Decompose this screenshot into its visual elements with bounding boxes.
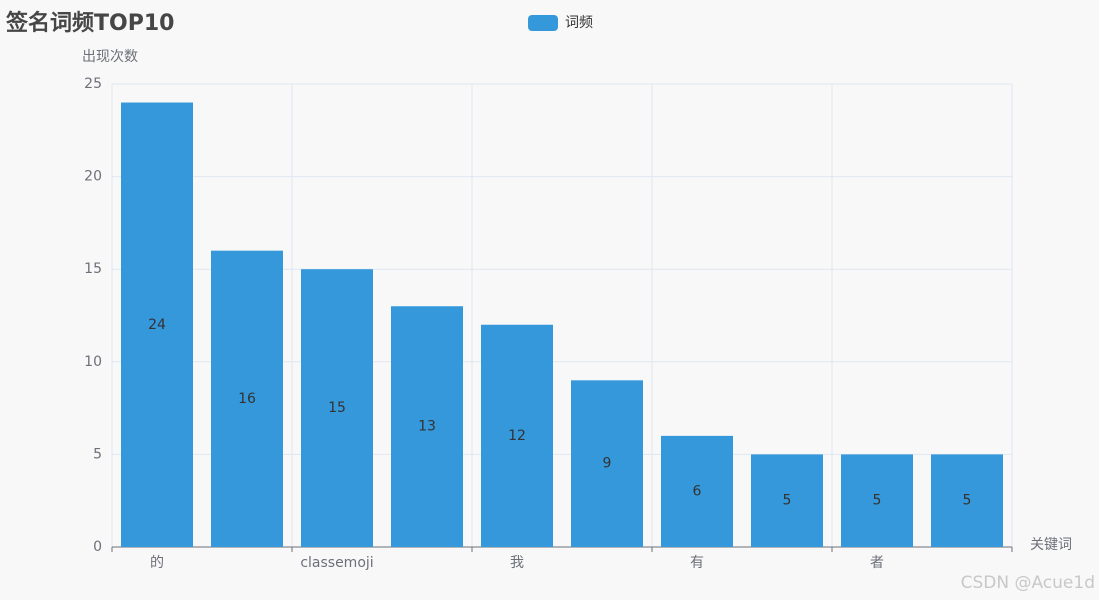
- x-tick-label: 者: [870, 555, 884, 571]
- value-label: 15: [328, 400, 346, 416]
- bar: [481, 324, 553, 547]
- bar: [211, 250, 283, 547]
- value-label: 16: [238, 391, 256, 407]
- x-tick-label: 有: [690, 555, 704, 571]
- value-label: 6: [693, 483, 702, 499]
- bar: [751, 454, 823, 547]
- bar: [931, 454, 1003, 547]
- value-label: 13: [418, 419, 436, 435]
- value-label: 5: [963, 493, 972, 509]
- value-label: 12: [508, 428, 526, 444]
- bar: [301, 269, 373, 547]
- x-tick-label: 我: [510, 555, 524, 571]
- value-label: 5: [783, 493, 792, 509]
- legend-text: 词频: [565, 15, 593, 31]
- y-tick-label: 10: [84, 354, 102, 370]
- legend-swatch: [528, 15, 558, 31]
- bar: [391, 306, 463, 547]
- bar: [121, 102, 193, 548]
- chart-title: 签名词频TOP10: [5, 10, 174, 36]
- y-tick-label: 20: [84, 169, 102, 185]
- y-axis-title: 出现次数: [82, 49, 138, 65]
- value-label: 5: [873, 493, 882, 509]
- x-axis-title: 关键词: [1030, 537, 1072, 553]
- value-label: 24: [148, 317, 166, 333]
- bar: [661, 435, 733, 547]
- watermark: CSDN @Acue1d: [961, 573, 1095, 593]
- y-tick-label: 0: [93, 539, 102, 555]
- y-tick-label: 5: [93, 446, 102, 462]
- bar: [841, 454, 913, 547]
- bar: [571, 380, 643, 547]
- x-tick-label: classemoji: [300, 555, 373, 571]
- value-label: 9: [603, 456, 612, 472]
- y-tick-label: 25: [84, 76, 102, 92]
- y-tick-label: 15: [84, 261, 102, 277]
- x-tick-label: 的: [150, 555, 164, 571]
